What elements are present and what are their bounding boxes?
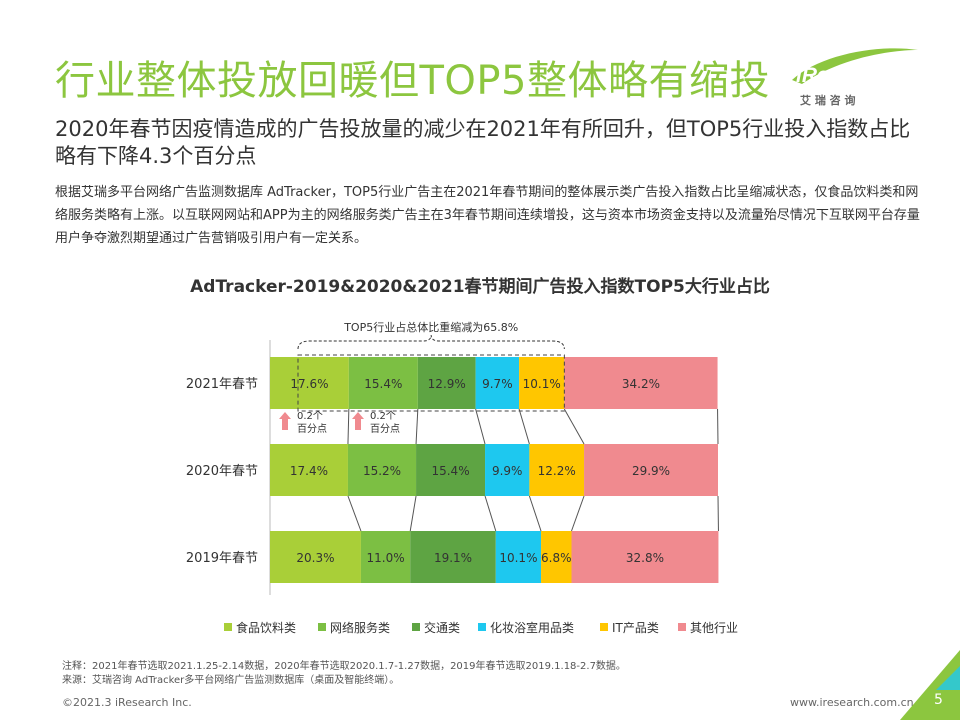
data-label: 10.1% xyxy=(523,377,561,391)
legend-swatch xyxy=(318,623,326,631)
connector-line xyxy=(415,408,419,445)
bar-segment xyxy=(529,444,585,496)
data-label: 15.4% xyxy=(364,377,402,391)
source-line: 来源：艾瑞咨询 AdTracker多平台网络广告监测数据库（桌面及智能终端）。 xyxy=(62,675,400,686)
legend-label: 食品饮料类 xyxy=(236,620,296,635)
connector-line xyxy=(563,408,585,445)
legend-swatch xyxy=(678,623,686,631)
data-label: 10.1% xyxy=(499,551,537,565)
up-arrow-icon xyxy=(352,412,364,430)
connector-line xyxy=(571,495,585,532)
category-label: 2021年春节 xyxy=(186,377,258,392)
data-label: 15.2% xyxy=(363,464,401,478)
bar-segment xyxy=(270,531,361,583)
data-label: 6.8% xyxy=(541,551,572,565)
data-label: 12.9% xyxy=(428,377,466,391)
bar-segment xyxy=(519,357,565,409)
legend-label: IT产品类 xyxy=(612,621,659,635)
legend-swatch xyxy=(224,623,232,631)
data-label: 29.9% xyxy=(632,464,670,478)
data-label: 19.1% xyxy=(434,551,472,565)
bar-segment xyxy=(475,357,520,409)
bar-segment xyxy=(270,444,348,496)
bar-segment xyxy=(485,444,530,496)
connector-line xyxy=(484,495,497,532)
bar-segment xyxy=(417,357,476,409)
data-label: 32.8% xyxy=(626,551,664,565)
corner-decoration xyxy=(900,650,960,720)
connector-line xyxy=(347,408,350,445)
annotation-brace xyxy=(297,334,565,350)
change-label: 百分点 xyxy=(297,423,327,435)
data-label: 17.4% xyxy=(290,464,328,478)
data-label: 34.2% xyxy=(622,377,660,391)
bar-segment xyxy=(416,444,486,496)
copyright: ©2021.3 iResearch Inc. xyxy=(62,696,192,709)
notes: 注释：2021年春节选取2021.1.25-2.14数据，2020年春节选取20… xyxy=(62,660,626,688)
bar-segment xyxy=(270,357,349,409)
data-label: 9.7% xyxy=(482,377,513,391)
change-label: 0.2个 xyxy=(297,410,323,422)
note-line: 注释：2021年春节选取2021.1.25-2.14数据，2020年春节选取20… xyxy=(62,661,626,672)
connector-line xyxy=(409,495,417,532)
data-label: 20.3% xyxy=(296,551,334,565)
category-label: 2020年春节 xyxy=(186,464,258,479)
data-label: 17.6% xyxy=(290,377,328,391)
legend-label: 其他行业 xyxy=(690,621,738,635)
bar-segment xyxy=(360,531,411,583)
connector-line xyxy=(347,495,362,532)
page-description: 根据艾瑞多平台网络广告监测数据库 AdTracker，TOP5行业广告主在202… xyxy=(55,185,920,246)
connector-line xyxy=(518,408,530,445)
annotation-text: TOP5行业占总体比重缩减为65.8% xyxy=(343,320,518,334)
up-arrow-icon xyxy=(279,412,291,430)
bar-segment xyxy=(410,531,496,583)
connector-line xyxy=(528,495,542,532)
page-subtitle: 2020年春节因疫情造成的广告投放量的减少在2021年有所回升，但TOP5行业投… xyxy=(55,117,911,168)
legend-label: 交通类 xyxy=(424,620,460,635)
change-label: 0.2个 xyxy=(370,410,396,422)
top5-dashed-outline xyxy=(297,354,565,412)
page-number: 5 xyxy=(934,692,943,708)
bar-segment xyxy=(571,531,719,583)
bar-segment xyxy=(541,531,572,583)
category-label: 2019年春节 xyxy=(186,551,258,566)
logo-cn-text: 艾 瑞 咨 询 xyxy=(800,93,856,107)
legend-label: 网络服务类 xyxy=(330,620,390,635)
stacked-bar-chart: 2021年春节 17.6% 15.4% 12.9% 9.7% 10.1% 34.2% 2020… xyxy=(186,320,738,635)
bar-segment xyxy=(348,357,418,409)
bar-segment xyxy=(564,357,718,409)
bar-segment xyxy=(495,531,542,583)
website-link[interactable]: www.iresearch.com.cn xyxy=(790,696,914,709)
chart-title: AdTracker-2019&2020&2021春节期间广告投入指数TOP5大行… xyxy=(190,277,770,297)
logo-brand-text: iResearch xyxy=(796,64,896,87)
iresearch-logo: iResearch 艾 瑞 咨 询 xyxy=(792,48,918,107)
data-label: 11.0% xyxy=(367,551,405,565)
bar-segment xyxy=(347,444,417,496)
page-title: 行业整体投放回暖但TOP5整体略有缩投 xyxy=(55,58,770,104)
data-label: 15.4% xyxy=(431,464,469,478)
connector-line xyxy=(475,408,486,445)
data-label: 12.2% xyxy=(538,464,576,478)
legend-swatch xyxy=(478,623,486,631)
data-label: 9.9% xyxy=(492,464,523,478)
logo-swoosh xyxy=(792,48,918,84)
bar-segment xyxy=(584,444,718,496)
legend-swatch xyxy=(412,623,420,631)
legend-swatch xyxy=(600,623,608,631)
change-label: 百分点 xyxy=(370,423,400,435)
legend-label: 化妆浴室用品类 xyxy=(490,620,574,635)
